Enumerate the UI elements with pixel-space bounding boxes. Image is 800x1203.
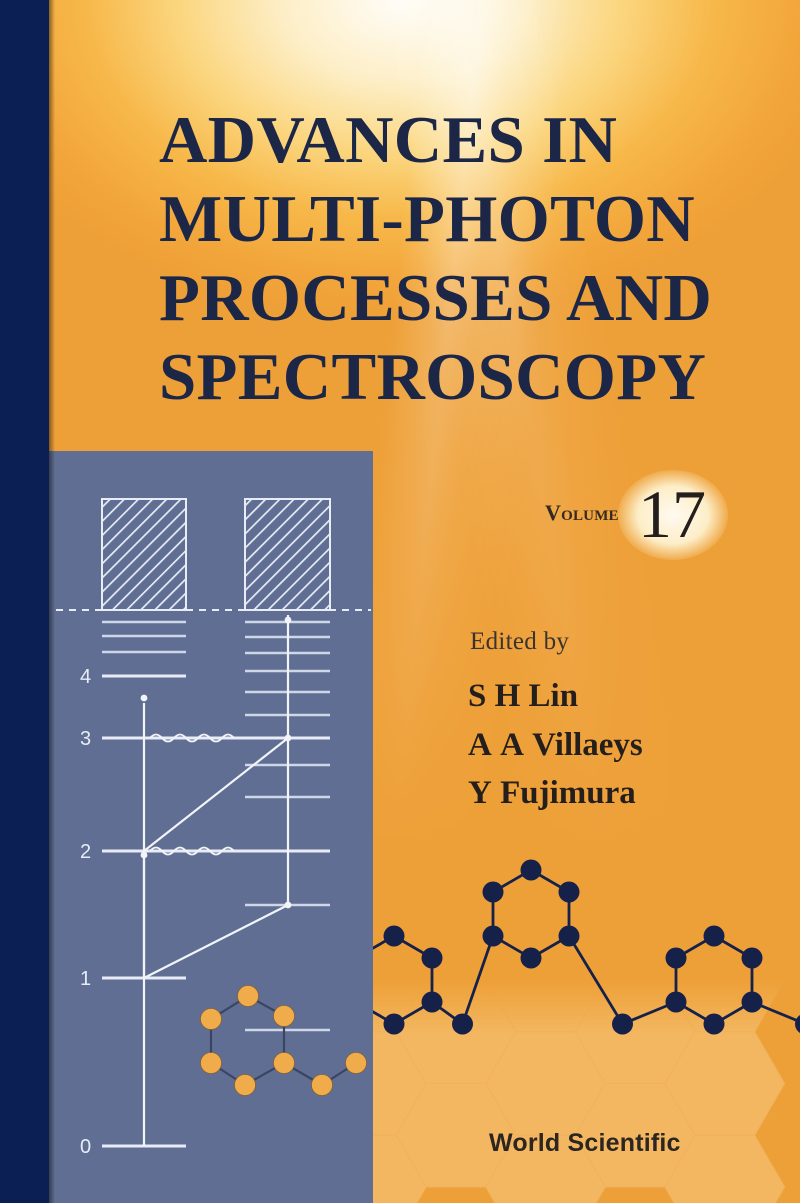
- svg-text:3: 3: [80, 728, 91, 750]
- svg-text:1: 1: [80, 968, 91, 990]
- svg-text:4: 4: [80, 666, 91, 688]
- svg-text:0: 0: [80, 1136, 91, 1158]
- svg-text:2: 2: [80, 841, 91, 863]
